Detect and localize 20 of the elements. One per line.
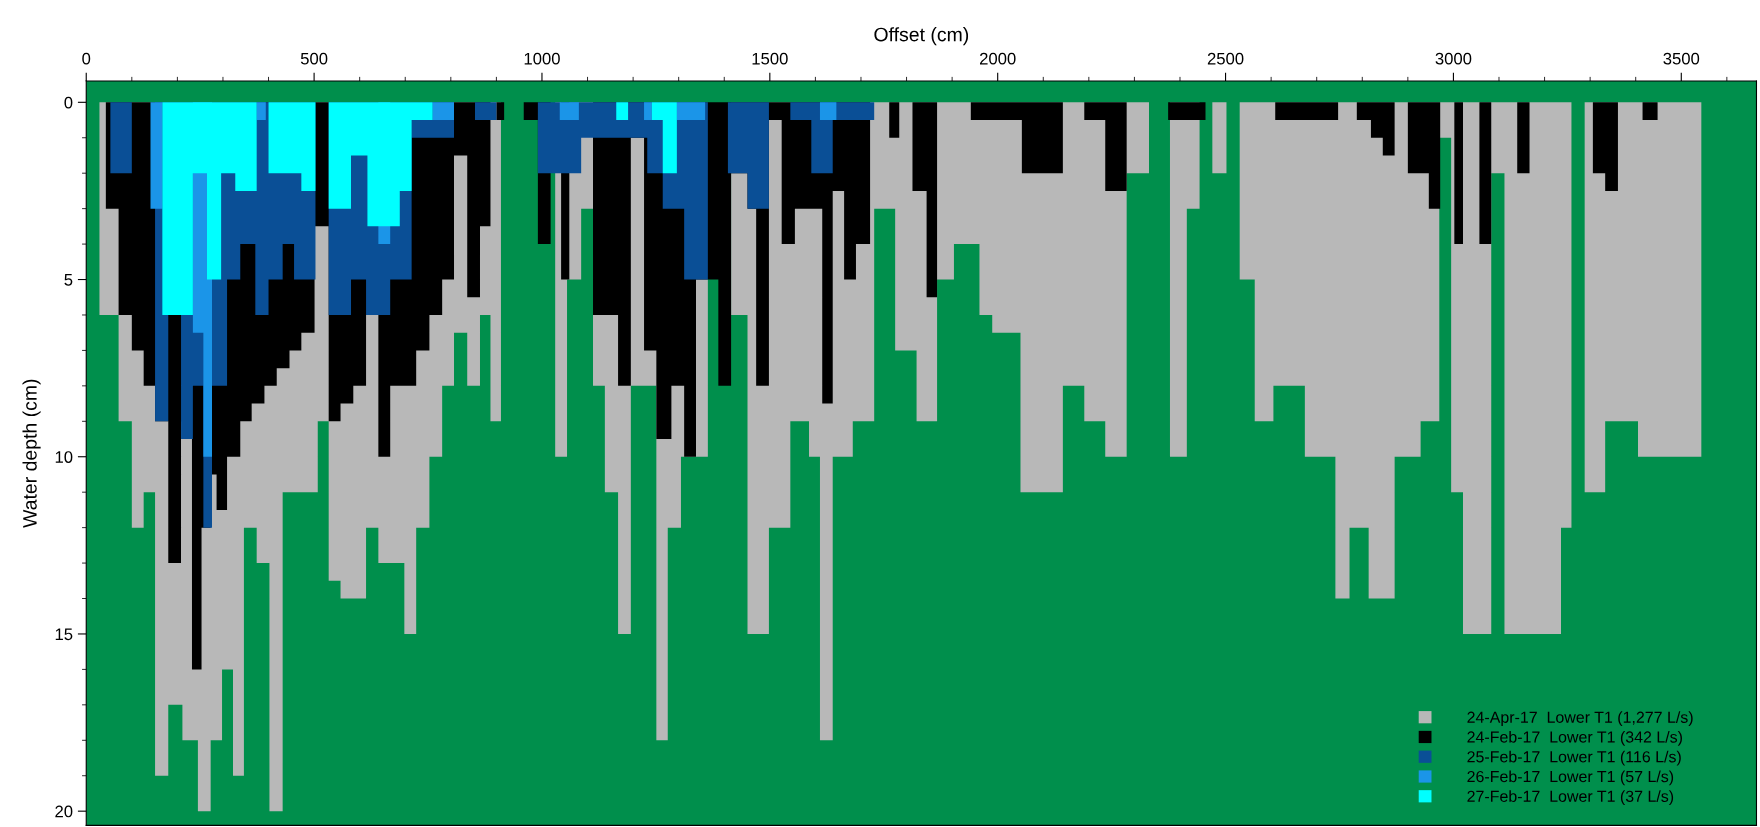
legend-label: 25-Feb-17 Lower T1 (116 L/s) bbox=[1467, 750, 1681, 766]
x-tick-label: 2000 bbox=[980, 52, 1016, 65]
y-tick-label: 20 bbox=[55, 805, 73, 818]
y-tick-label: 0 bbox=[64, 96, 73, 109]
x-tick-label: 2500 bbox=[1207, 52, 1244, 65]
x-tick-label: 1000 bbox=[524, 52, 560, 65]
legend-label: 24-Feb-17 Lower T1 (342 L/s) bbox=[1467, 730, 1682, 746]
x-tick-label: 3000 bbox=[1435, 52, 1472, 65]
x-axis-title: Offset (cm) bbox=[874, 27, 969, 46]
y-tick-label: 5 bbox=[64, 274, 73, 286]
y-axis-title: Water depth (cm) bbox=[22, 379, 41, 528]
legend-label: 26-Feb-17 Lower T1 (57 L/s) bbox=[1467, 770, 1674, 786]
y-tick-label: 15 bbox=[55, 628, 73, 641]
y-tick-label: 10 bbox=[55, 451, 73, 463]
x-tick-label: 500 bbox=[300, 52, 328, 65]
x-tick-label: 1500 bbox=[752, 52, 788, 65]
legend-label: 27-Feb-17 Lower T1 (37 L/s) bbox=[1467, 790, 1674, 806]
legend-label: 24-Apr-17 Lower T1 (1,277 L/s) bbox=[1467, 711, 1693, 727]
x-tick-label: 3500 bbox=[1663, 52, 1700, 65]
x-tick-label: 0 bbox=[82, 52, 91, 65]
